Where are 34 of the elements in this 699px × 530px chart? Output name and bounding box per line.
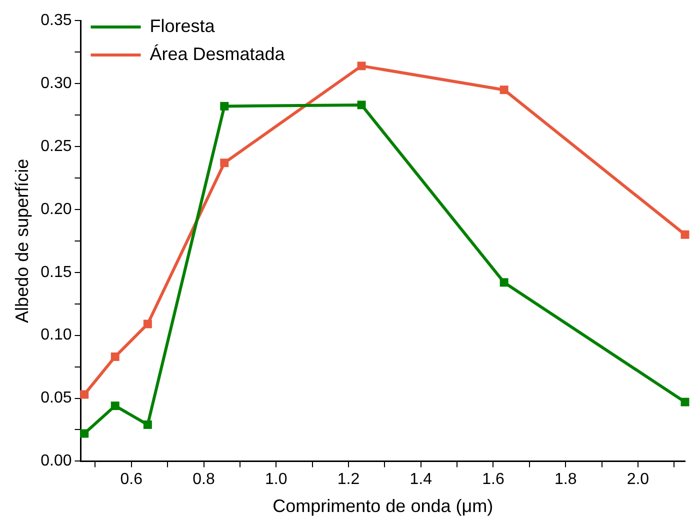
y-tick-label: 0.05 xyxy=(40,390,72,407)
point xyxy=(500,278,508,287)
x-tick-label: 1.2 xyxy=(337,471,360,488)
point xyxy=(110,402,120,410)
legend-label: Área Desmatada xyxy=(150,44,286,64)
y-tick-label: 0.25 xyxy=(40,138,72,155)
point xyxy=(220,102,229,110)
point xyxy=(220,158,229,168)
legend-label: Floresta xyxy=(150,16,216,36)
x-tick-label: 1.8 xyxy=(554,471,577,488)
x-tick-label: 2.0 xyxy=(626,471,650,488)
y-tick-label: 0.20 xyxy=(40,200,72,218)
y-tick-label: 0.30 xyxy=(40,74,72,92)
y-tick-label: 0.10 xyxy=(40,326,72,344)
y-tick-label: 0.15 xyxy=(40,264,72,281)
point xyxy=(143,320,152,328)
point xyxy=(680,398,690,406)
point xyxy=(357,100,366,110)
point xyxy=(143,420,152,429)
x-tick-label: 1.6 xyxy=(482,471,504,488)
point xyxy=(80,429,89,438)
x-tick-label: 1.0 xyxy=(265,471,288,488)
y-axis-title: Albedo de superfície xyxy=(12,158,32,323)
point xyxy=(357,62,366,70)
point xyxy=(110,352,120,361)
point xyxy=(80,390,89,399)
y-tick-label: 0.00 xyxy=(40,452,72,470)
x-tick-label: 0.6 xyxy=(120,471,143,488)
point xyxy=(500,86,508,94)
y-tick-label: 0.35 xyxy=(40,12,72,30)
x-tick-label: 0.8 xyxy=(192,471,215,488)
point xyxy=(680,230,690,239)
x-axis-title: Comprimento de onda (μm) xyxy=(272,496,494,516)
x-tick-label: 1.4 xyxy=(410,471,432,488)
